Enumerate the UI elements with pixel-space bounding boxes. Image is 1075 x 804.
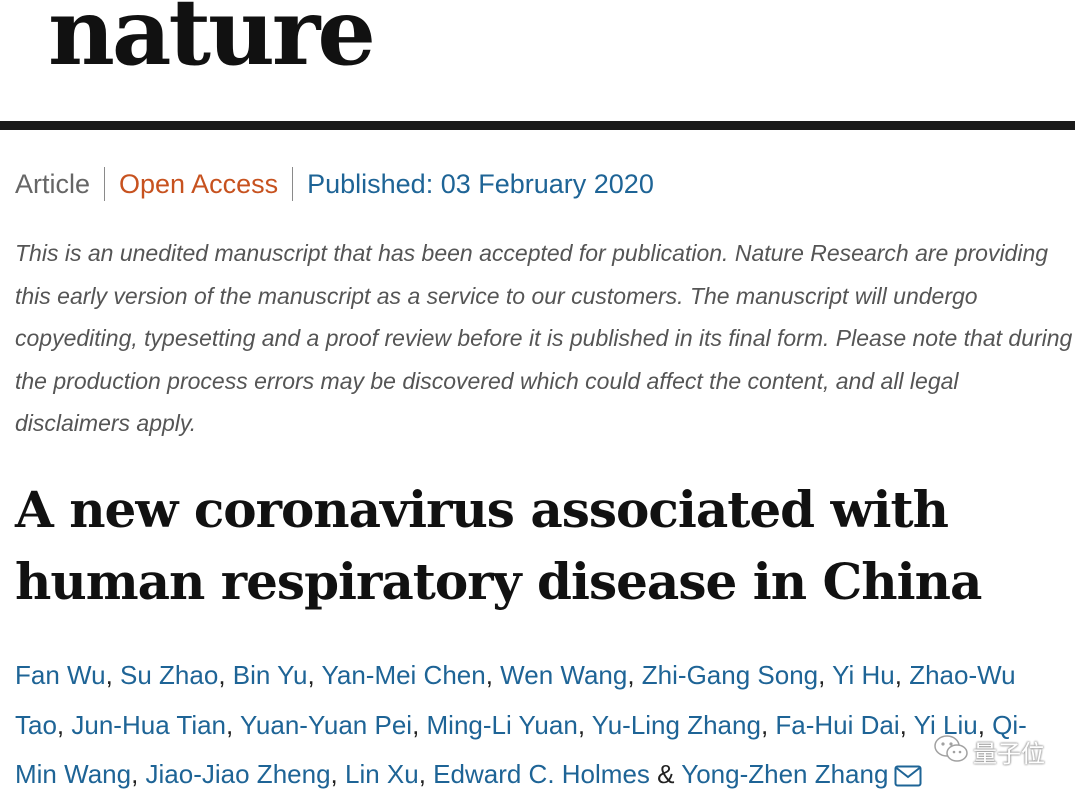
watermark: 量子位 — [933, 734, 1045, 769]
author-separator: , — [818, 660, 833, 690]
journal-logo[interactable]: nature — [48, 0, 376, 86]
open-access-badge[interactable]: Open Access — [119, 168, 279, 199]
meta-divider — [104, 167, 106, 201]
author-link[interactable]: Fan Wu — [15, 660, 106, 690]
author-link[interactable]: Ming-Li Yuan — [426, 709, 578, 740]
author-link[interactable]: Lin Xu — [344, 759, 419, 789]
author-link[interactable]: Bin Yu — [232, 660, 308, 690]
author-link[interactable]: Zhao-Wu Tao — [15, 660, 1016, 740]
article-meta: Article Open Access Published: 03 Februa… — [15, 166, 654, 202]
author-separator: , — [894, 660, 910, 690]
author-link[interactable]: Qi-Min Wang — [15, 709, 1027, 790]
author-link[interactable]: Yu-Ling Zhang — [591, 709, 761, 740]
author-separator: & — [649, 759, 682, 789]
author-separator: , — [56, 709, 72, 740]
watermark-text: 量子位 — [973, 740, 1045, 768]
author-separator: , — [226, 709, 241, 740]
author-link[interactable]: Jun-Hua Tian — [71, 709, 227, 740]
author-link[interactable]: Jiao-Jiao Zheng — [145, 759, 331, 789]
author-link[interactable]: Yuan-Yuan Pei — [240, 709, 413, 740]
author-list: Fan Wu, Su Zhao, Bin Yu, Yan-Mei Chen, W… — [15, 651, 1060, 804]
author-separator: , — [412, 709, 427, 740]
author-separator: , — [131, 759, 146, 789]
author-separator: , — [977, 709, 993, 740]
article-type: Article — [15, 168, 91, 199]
author-separator: , — [760, 709, 776, 740]
author-link[interactable]: Edward C. Holmes — [433, 759, 650, 789]
author-separator: , — [899, 709, 914, 740]
author-separator: , — [307, 660, 322, 690]
author-link[interactable]: Yi Hu — [832, 660, 895, 690]
author-separator: , — [105, 660, 121, 690]
wechat-icon — [933, 734, 969, 769]
author-link[interactable]: Fa-Hui Dai — [775, 709, 900, 740]
published-date: Published: 03 February 2020 — [307, 168, 654, 199]
author-separator: , — [627, 660, 642, 690]
mail-icon[interactable] — [894, 754, 922, 804]
author-link[interactable]: Yi Liu — [913, 709, 978, 740]
author-separator: , — [218, 660, 233, 690]
author-separator: , — [330, 759, 345, 789]
manuscript-disclaimer: This is an unedited manuscript that has … — [15, 240, 1073, 436]
author-link[interactable]: Yan-Mei Chen — [321, 660, 486, 690]
meta-divider — [292, 167, 294, 201]
author-separator: , — [485, 660, 501, 690]
author-link[interactable]: Su Zhao — [120, 660, 219, 690]
author-link[interactable]: Yong-Zhen Zhang — [681, 759, 889, 789]
header-divider — [0, 121, 1075, 130]
author-link[interactable]: Wen Wang — [500, 660, 628, 690]
author-link[interactable]: Zhi-Gang Song — [641, 660, 819, 690]
article-title: A new coronavirus associated with human … — [15, 480, 982, 611]
author-separator: , — [577, 709, 592, 740]
author-separator: , — [418, 759, 434, 789]
